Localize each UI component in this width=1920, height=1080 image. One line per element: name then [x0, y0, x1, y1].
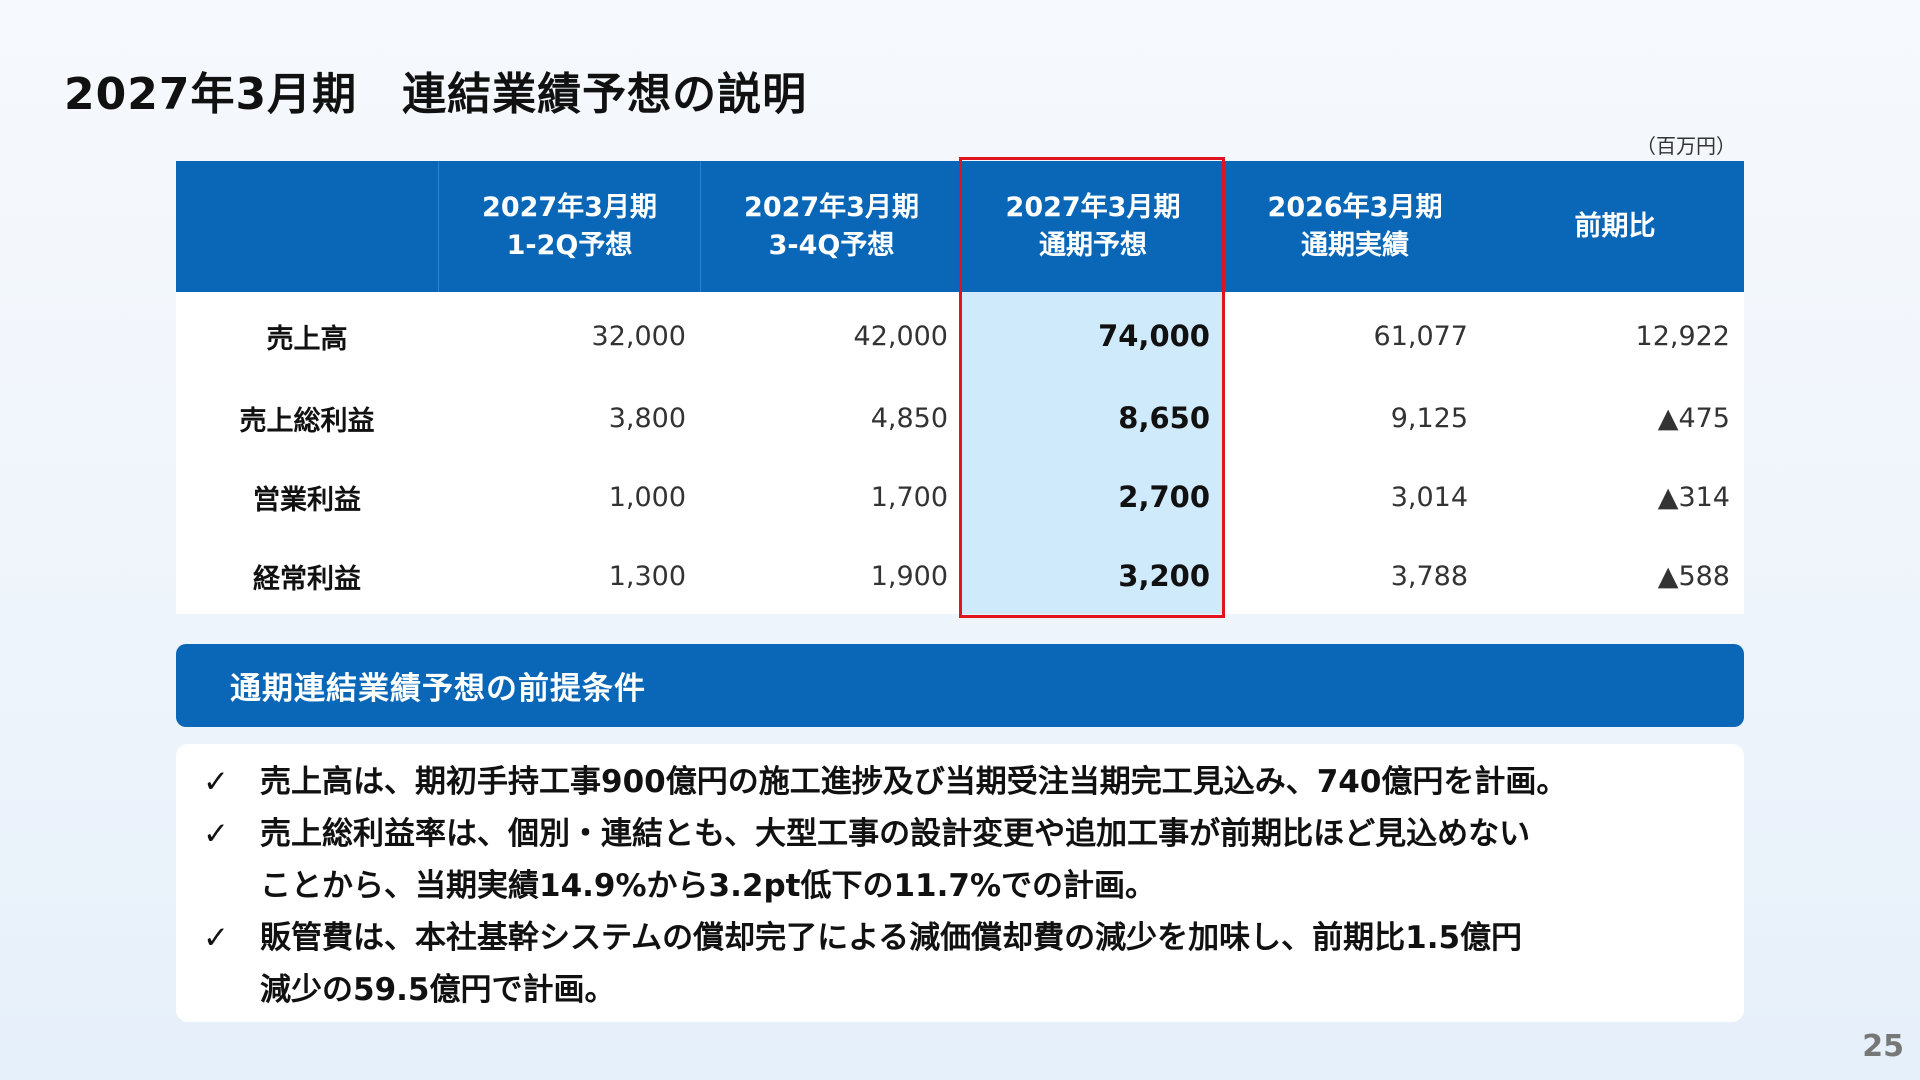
- highlight-column-fill: [962, 292, 1224, 614]
- table-header: 2027年3月期 1-2Q予想 2027年3月期 3-4Q予想 2027年3月期…: [176, 161, 1744, 292]
- header-prior-year-actual: 2026年3月期 通期実績: [1224, 161, 1486, 292]
- table-cell-highlight: 8,650: [1118, 401, 1210, 435]
- header-line: 通期実績: [1301, 229, 1409, 261]
- note-line: 売上総利益率は、個別・連結とも、大型工事の設計変更や追加工事が前期比ほど見込めな…: [260, 816, 1531, 852]
- table-cell-highlight: 3,200: [1118, 559, 1210, 593]
- list-item: ✓ 販管費は、本社基幹システムの償却完了による減価償却費の減少を加味し、前期比1…: [196, 912, 1726, 1016]
- table-row: 売上総利益 3,800 4,850 8,650 9,125 ▲475: [176, 379, 1744, 457]
- header-line: 3-4Q予想: [768, 229, 895, 261]
- table-cell: 4,850: [870, 402, 948, 434]
- row-label: 売上高: [266, 323, 348, 355]
- forecast-table: 2027年3月期 1-2Q予想 2027年3月期 3-4Q予想 2027年3月期…: [176, 161, 1744, 614]
- table-cell: 1,000: [608, 481, 686, 513]
- header-line: 2027年3月期: [1005, 191, 1181, 223]
- check-icon: ✓: [203, 920, 229, 956]
- assumptions-header: 通期連結業績予想の前提条件: [176, 644, 1744, 727]
- header-line: 前期比: [1574, 210, 1656, 242]
- table-cell: 61,077: [1373, 320, 1468, 352]
- page-title: 2027年3月期 連結業績予想の説明: [64, 69, 808, 120]
- row-label: 営業利益: [253, 484, 361, 516]
- header-line: 1-2Q予想: [506, 229, 633, 261]
- header-corner: [176, 161, 438, 292]
- note-line: 販管費は、本社基幹システムの償却完了による減価償却費の減少を加味し、前期比1.5…: [260, 920, 1523, 956]
- table-cell: ▲475: [1657, 402, 1730, 434]
- check-icon: ✓: [203, 764, 229, 800]
- header-line: 2026年3月期: [1267, 191, 1443, 223]
- table-cell-highlight: 2,700: [1118, 480, 1210, 514]
- table-cell: 3,788: [1390, 560, 1468, 592]
- note-line: 減少の59.5億円で計画。: [260, 972, 616, 1008]
- list-item: ✓ 売上総利益率は、個別・連結とも、大型工事の設計変更や追加工事が前期比ほど見込…: [196, 808, 1726, 912]
- note-line: 売上高は、期初手持工事900億円の施工進捗及び当期受注当期完工見込み、740億円…: [260, 764, 1568, 800]
- table-cell-highlight: 74,000: [1098, 319, 1210, 353]
- table-cell: 9,125: [1390, 402, 1468, 434]
- row-label: 売上総利益: [239, 405, 375, 437]
- header-yoy-change: 前期比: [1486, 161, 1744, 292]
- unit-label: （百万円）: [1636, 134, 1736, 158]
- table-cell: 1,900: [870, 560, 948, 592]
- table-cell: 1,700: [870, 481, 948, 513]
- header-1h-forecast: 2027年3月期 1-2Q予想: [438, 161, 700, 292]
- table-cell: ▲314: [1657, 481, 1730, 513]
- table-row: 営業利益 1,000 1,700 2,700 3,014 ▲314: [176, 458, 1744, 536]
- header-line: 2027年3月期: [482, 191, 657, 223]
- table-cell: 3,800: [608, 402, 686, 434]
- table-row: 売上高 32,000 42,000 74,000 61,077 12,922: [176, 297, 1744, 375]
- assumptions-box: ✓ 売上高は、期初手持工事900億円の施工進捗及び当期受注当期完工見込み、740…: [176, 744, 1744, 1022]
- header-full-year-forecast: 2027年3月期 通期予想: [962, 161, 1224, 292]
- table-cell: 1,300: [608, 560, 686, 592]
- page-number: 25: [1862, 1029, 1904, 1064]
- table-cell: 12,922: [1635, 320, 1730, 352]
- table-row: 経常利益 1,300 1,900 3,200 3,788 ▲588: [176, 537, 1744, 615]
- header-line: 2027年3月期: [744, 191, 919, 223]
- table-cell: 3,014: [1390, 481, 1468, 513]
- table-cell: 42,000: [853, 320, 948, 352]
- table-cell: 32,000: [591, 320, 686, 352]
- list-item: ✓ 売上高は、期初手持工事900億円の施工進捗及び当期受注当期完工見込み、740…: [196, 756, 1726, 808]
- assumptions-heading: 通期連結業績予想の前提条件: [230, 671, 646, 707]
- row-label: 経常利益: [253, 563, 361, 595]
- header-line: 通期予想: [1039, 229, 1147, 261]
- check-icon: ✓: [203, 816, 229, 852]
- table-cell: ▲588: [1657, 560, 1730, 592]
- note-line: ことから、当期実績14.9%から3.2pt低下の11.7%での計画。: [260, 868, 1157, 904]
- header-2h-forecast: 2027年3月期 3-4Q予想: [700, 161, 962, 292]
